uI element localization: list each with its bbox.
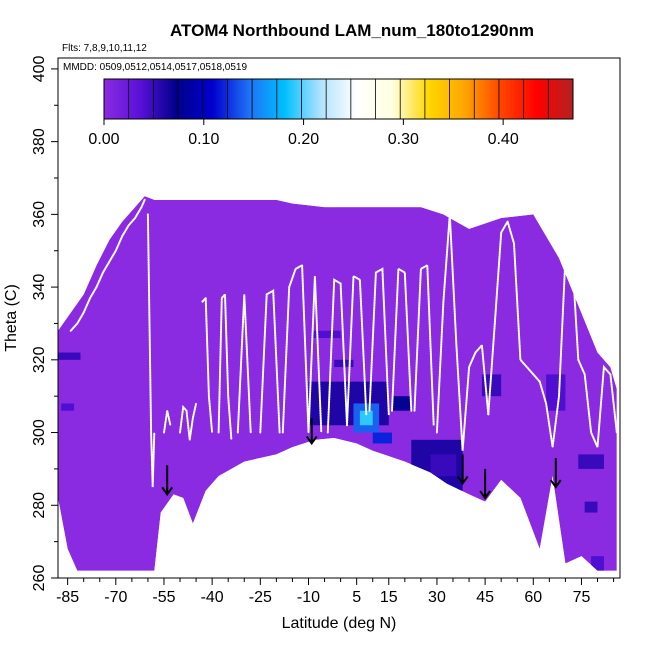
flight-track bbox=[413, 263, 435, 427]
plot-area bbox=[58, 196, 617, 571]
x-tick-label: -85 bbox=[56, 589, 79, 606]
flight-track bbox=[146, 213, 156, 488]
x-tick-label: -70 bbox=[104, 589, 127, 606]
enhanced-patch bbox=[61, 403, 75, 411]
arrow-marker bbox=[456, 454, 469, 486]
chart-title: ATOM4 Northbound LAM_num_180to1290nm bbox=[170, 21, 534, 40]
x-tick-label: -25 bbox=[249, 589, 272, 606]
enhanced-patch bbox=[372, 432, 392, 444]
y-axis-label: Theta (C) bbox=[3, 284, 20, 352]
y-tick-label: 360 bbox=[31, 201, 48, 228]
mmdd-label: MMDD: 0509,0512,0514,0517,0518,0519 bbox=[63, 62, 247, 73]
enhanced-patch bbox=[311, 330, 341, 338]
x-tick-label: -55 bbox=[152, 589, 175, 606]
x-tick-label: 75 bbox=[573, 589, 591, 606]
plot-frame bbox=[57, 57, 621, 579]
enhanced-patch bbox=[430, 454, 457, 477]
x-tick-label: 45 bbox=[476, 589, 494, 606]
flight-track bbox=[163, 410, 172, 434]
flight-track bbox=[281, 263, 323, 434]
flight-track bbox=[435, 214, 490, 451]
enhanced-patch bbox=[584, 501, 598, 513]
flight-track bbox=[236, 294, 252, 434]
colorbar-tick-label: 0.00 bbox=[88, 131, 119, 148]
enhanced-patch bbox=[359, 410, 373, 426]
flight-track bbox=[179, 402, 198, 440]
colorbar-tick-label: 0.40 bbox=[488, 131, 519, 148]
flight-track bbox=[217, 291, 233, 441]
flight-track bbox=[346, 274, 368, 427]
data-region bbox=[58, 196, 617, 571]
flight-track bbox=[391, 267, 413, 412]
enhanced-patch bbox=[391, 396, 412, 411]
colorbar-tick-label: 0.10 bbox=[188, 131, 219, 148]
x-tick-label: 60 bbox=[524, 589, 542, 606]
enhanced-patch bbox=[591, 556, 604, 571]
arrow-marker bbox=[479, 468, 491, 500]
flight-track bbox=[69, 198, 146, 332]
flight-track bbox=[368, 267, 390, 416]
enhanced-patch bbox=[58, 352, 81, 360]
y-tick-label: 380 bbox=[31, 128, 48, 155]
axes: -85 -70 -55 -40 -25 -10 5 15 30 45 60 75 260 280 300 32… bbox=[31, 55, 621, 606]
flight-track bbox=[577, 358, 617, 448]
y-tick-label: 340 bbox=[31, 274, 48, 301]
arrow-marker bbox=[161, 465, 174, 497]
x-axis-label: Latitude (deg N) bbox=[282, 615, 397, 632]
colorbar: 0.00 0.10 0.20 0.30 0.40 bbox=[88, 78, 574, 148]
y-tick-label: 300 bbox=[31, 419, 48, 446]
y-tick-label: 280 bbox=[31, 492, 48, 519]
colorbar-gradient bbox=[103, 78, 574, 120]
colorbar-tick-label: 0.20 bbox=[288, 131, 319, 148]
x-tick-label: -40 bbox=[201, 589, 224, 606]
x-tick-label: 15 bbox=[380, 589, 398, 606]
y-tick-label: 260 bbox=[31, 565, 48, 592]
y-tick-label: 400 bbox=[31, 55, 48, 82]
arrow-marker bbox=[305, 418, 318, 446]
colorbar-tick-label: 0.30 bbox=[388, 131, 419, 148]
flight-track bbox=[326, 278, 348, 434]
flight-track bbox=[259, 289, 281, 434]
x-tick-label: 30 bbox=[428, 589, 446, 606]
enhanced-patch bbox=[546, 374, 566, 411]
enhanced-patch bbox=[578, 454, 604, 469]
y-tick-label: 320 bbox=[31, 346, 48, 373]
arrow-marker bbox=[549, 458, 562, 489]
x-tick-label: -10 bbox=[297, 589, 320, 606]
flights-label: Flts: 7,8,9,10,11,12 bbox=[62, 43, 147, 54]
flight-track bbox=[487, 219, 541, 416]
x-tick-label: 5 bbox=[352, 589, 361, 606]
flight-track bbox=[201, 295, 214, 434]
